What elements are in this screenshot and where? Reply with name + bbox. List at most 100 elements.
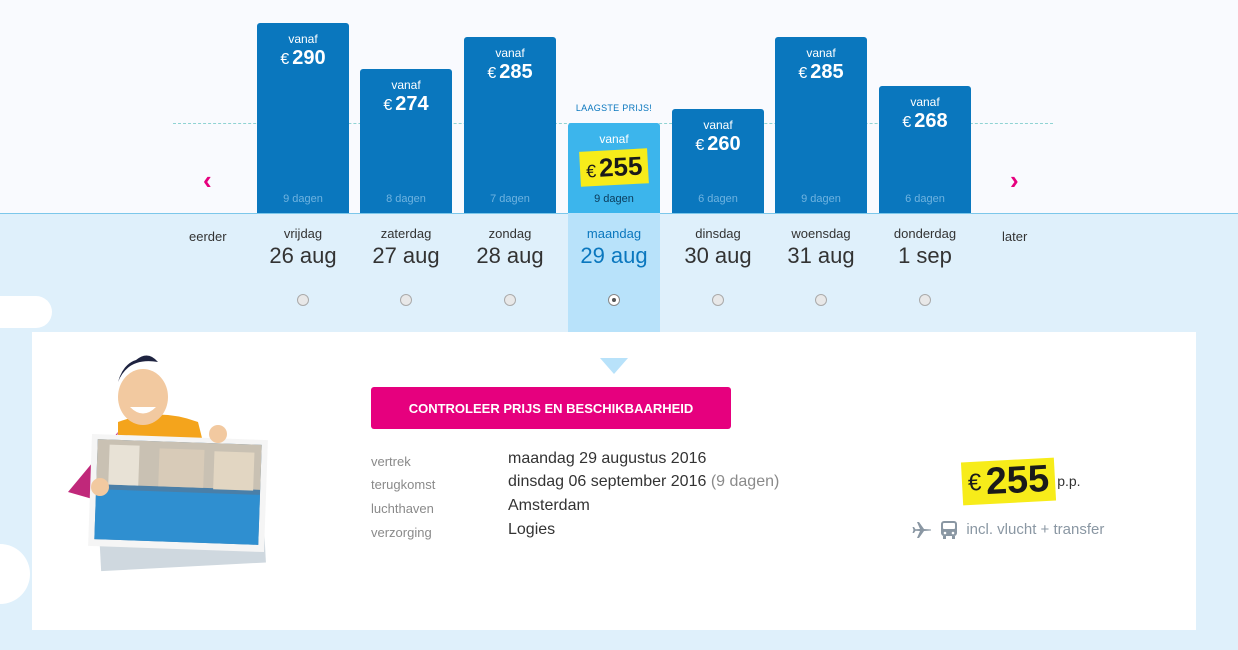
return-label: terugkomst: [371, 477, 436, 492]
date-radio[interactable]: [504, 294, 516, 306]
bar-duration: 8 dagen: [386, 192, 426, 205]
weekday-label: zaterdag: [380, 226, 432, 241]
earlier-link[interactable]: eerder: [189, 229, 227, 244]
plane-icon: [912, 522, 931, 538]
date-radio[interactable]: [608, 294, 620, 306]
date-label: 26 aug: [269, 243, 337, 268]
bar-duration: 9 dagen: [594, 193, 634, 205]
info-row-airport: luchthaven Amsterdam: [371, 497, 831, 519]
bar-price-value: 268: [914, 109, 948, 132]
weekday-label: maandag: [586, 226, 642, 241]
selected-date-pointer: [600, 358, 628, 374]
bar-price-value: 274: [395, 92, 429, 115]
date-label: 1 sep: [898, 243, 952, 268]
date-radio[interactable]: [919, 294, 931, 306]
date-label: 30 aug: [684, 243, 752, 268]
bar-price: €268: [879, 110, 971, 133]
bar-price: €285: [775, 61, 867, 84]
weekday-label: woensdag: [791, 226, 851, 241]
bar-duration: 6 dagen: [698, 192, 738, 205]
info-row-departure: vertrek maandag 29 augustus 2016: [371, 450, 831, 472]
cloud-decoration: [0, 544, 30, 604]
price-bar[interactable]: vanaf €268 6 dagen: [879, 85, 971, 213]
includes-text: incl. vlucht + transfer: [966, 520, 1105, 538]
price-currency: €: [967, 468, 983, 497]
date-label: 29 aug: [580, 243, 648, 268]
date-radio[interactable]: [400, 294, 412, 306]
bar-currency: €: [902, 113, 912, 131]
bar-price-value: 290: [292, 47, 326, 69]
date-radio[interactable]: [815, 294, 827, 306]
vanaf-label: vanaf: [806, 46, 836, 61]
date-option[interactable]: zaterdag 27 aug: [360, 213, 452, 306]
bar-price-value: 255: [598, 150, 643, 183]
weekday-label: dinsdag: [695, 226, 741, 241]
price-highlight: € 255: [960, 457, 1057, 506]
bar-duration: 9 dagen: [283, 193, 323, 205]
info-row-return: terugkomst dinsdag 06 september 2016 (9 …: [371, 473, 831, 495]
bar-price: €260: [672, 133, 764, 156]
check-price-availability-button[interactable]: CONTROLEER PRIJS EN BESCHIKBAARHEID: [371, 387, 731, 429]
date-option[interactable]: vrijdag 26 aug: [257, 213, 349, 306]
total-price: € 255 p.p.: [960, 457, 1081, 506]
weekday-label: donderdag: [893, 226, 957, 241]
airport-value: Amsterdam: [508, 497, 590, 514]
bar-price: €255: [568, 147, 660, 187]
price-bar[interactable]: vanaf €260 6 dagen: [672, 108, 764, 213]
date-option[interactable]: zondag 28 aug: [464, 213, 556, 306]
bar-currency: €: [487, 65, 497, 83]
return-value: dinsdag 06 september 2016 (9 dagen): [508, 473, 780, 490]
departure-value: maandag 29 augustus 2016: [508, 450, 707, 467]
price-bar[interactable]: vanaf €274 8 dagen: [360, 68, 452, 213]
date-radio[interactable]: [297, 294, 309, 306]
date-option[interactable]: woensdag 31 aug: [775, 213, 867, 306]
vanaf-label: vanaf: [599, 132, 629, 146]
price-bar[interactable]: vanaf €255 9 dagen: [568, 123, 660, 213]
date-radio[interactable]: [712, 294, 724, 306]
bar-currency: €: [585, 160, 597, 182]
bar-price: €274: [360, 93, 452, 116]
bar-price-value: 285: [810, 61, 844, 84]
trip-duration: (9 dagen): [710, 473, 780, 490]
board-value: Logies: [508, 521, 556, 538]
bar-duration: 9 dagen: [801, 192, 841, 205]
price-bar[interactable]: vanaf €290 9 dagen: [257, 23, 349, 213]
later-link[interactable]: later: [1002, 229, 1028, 244]
bar-currency: €: [280, 51, 290, 68]
vanaf-label: vanaf: [703, 117, 733, 132]
bar-duration: 6 dagen: [905, 192, 945, 205]
bar-currency: €: [383, 96, 393, 114]
bar-price: €290: [257, 47, 349, 70]
board-label: verzorging: [371, 525, 432, 540]
departure-label: vertrek: [371, 454, 411, 469]
price-bar[interactable]: vanaf €285 7 dagen: [464, 37, 556, 213]
vanaf-label: vanaf: [910, 94, 940, 109]
chevron-left-icon[interactable]: ‹: [203, 165, 212, 195]
weekday-label: vrijdag: [283, 226, 323, 241]
bus-icon: [941, 521, 958, 539]
date-label: 27 aug: [372, 243, 440, 268]
price-bar[interactable]: vanaf €285 9 dagen: [775, 37, 867, 213]
bar-price: €285: [464, 61, 556, 84]
chevron-right-icon[interactable]: ›: [1010, 165, 1019, 195]
bar-price-value: 285: [499, 61, 533, 84]
includes-info: incl. vlucht + transfer: [912, 520, 1104, 540]
date-option[interactable]: dinsdag 30 aug: [672, 213, 764, 306]
bar-duration: 7 dagen: [490, 192, 530, 205]
price-per-person: p.p.: [1057, 472, 1081, 489]
date-option[interactable]: donderdag 1 sep: [879, 213, 971, 306]
cloud-decoration: [0, 296, 52, 328]
date-label: 28 aug: [476, 243, 544, 268]
vanaf-label: vanaf: [391, 77, 421, 92]
price-amount: 255: [984, 457, 1051, 504]
weekday-label: zondag: [488, 226, 532, 241]
mascot-illustration: [68, 355, 268, 572]
bar-currency: €: [695, 136, 705, 154]
date-label: 31 aug: [787, 243, 855, 268]
bar-price-value: 260: [707, 132, 741, 155]
info-row-board: verzorging Logies: [371, 521, 831, 543]
bar-currency: €: [798, 65, 808, 83]
lowest-price-label: LAAGSTE PRIJS!: [575, 103, 653, 113]
vanaf-label: vanaf: [495, 46, 525, 61]
airport-label: luchthaven: [371, 501, 434, 516]
